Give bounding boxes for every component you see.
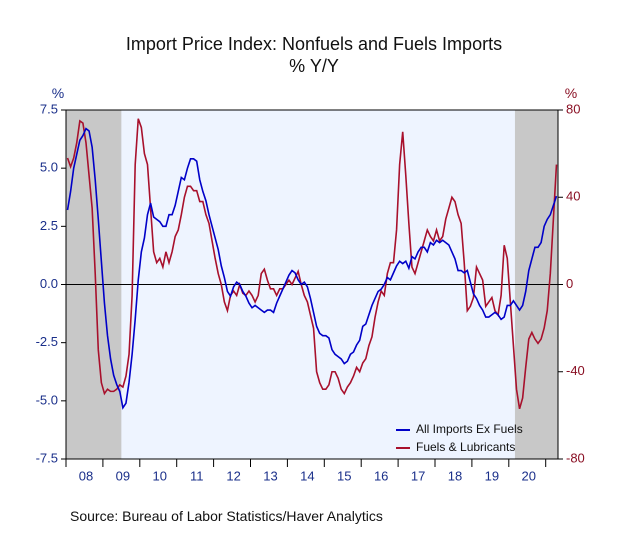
- chart-subtitle: % Y/Y: [289, 56, 339, 76]
- y2-axis-label: %: [565, 85, 577, 101]
- y-tick-label: 2.5: [40, 218, 58, 233]
- x-tick-label: 15: [337, 468, 351, 483]
- y2-tick-label: 0: [566, 276, 573, 291]
- x-tick-label: 11: [190, 468, 204, 483]
- y2-tick-label: 80: [566, 101, 580, 116]
- y2-tick-label: -40: [566, 363, 585, 378]
- x-tick-label: 20: [522, 468, 536, 483]
- x-tick-label: 09: [116, 468, 130, 483]
- y-tick-label: -5.0: [36, 392, 58, 407]
- y-tick-label: -2.5: [36, 334, 58, 349]
- x-tick-label: 14: [300, 468, 314, 483]
- x-tick-label: 13: [263, 468, 277, 483]
- source-note: Source: Bureau of Labor Statistics/Haver…: [70, 508, 383, 524]
- y2-tick-label: -80: [566, 450, 585, 465]
- y-tick-label: 5.0: [40, 160, 58, 175]
- y-tick-label: -7.5: [36, 450, 58, 465]
- x-tick-label: 17: [411, 468, 425, 483]
- data-line: [66, 118, 558, 410]
- x-tick-label: 10: [153, 468, 167, 483]
- legend-label: All Imports Ex Fuels: [416, 422, 523, 436]
- legend-label: Fuels & Lubricants: [416, 440, 515, 454]
- y-tick-label: 7.5: [40, 101, 58, 116]
- y-tick-label: 0.0: [40, 276, 58, 291]
- x-tick-label: 19: [485, 468, 499, 483]
- x-tick-label: 08: [79, 468, 93, 483]
- data-line: [66, 127, 558, 410]
- x-tick-label: 18: [448, 468, 462, 483]
- x-tick-label: 16: [374, 468, 388, 483]
- x-tick-label: 12: [226, 468, 240, 483]
- y2-tick-label: 40: [566, 189, 580, 204]
- chart-title: Import Price Index: Nonfuels and Fuels I…: [126, 34, 502, 54]
- y-axis-label: %: [52, 85, 64, 101]
